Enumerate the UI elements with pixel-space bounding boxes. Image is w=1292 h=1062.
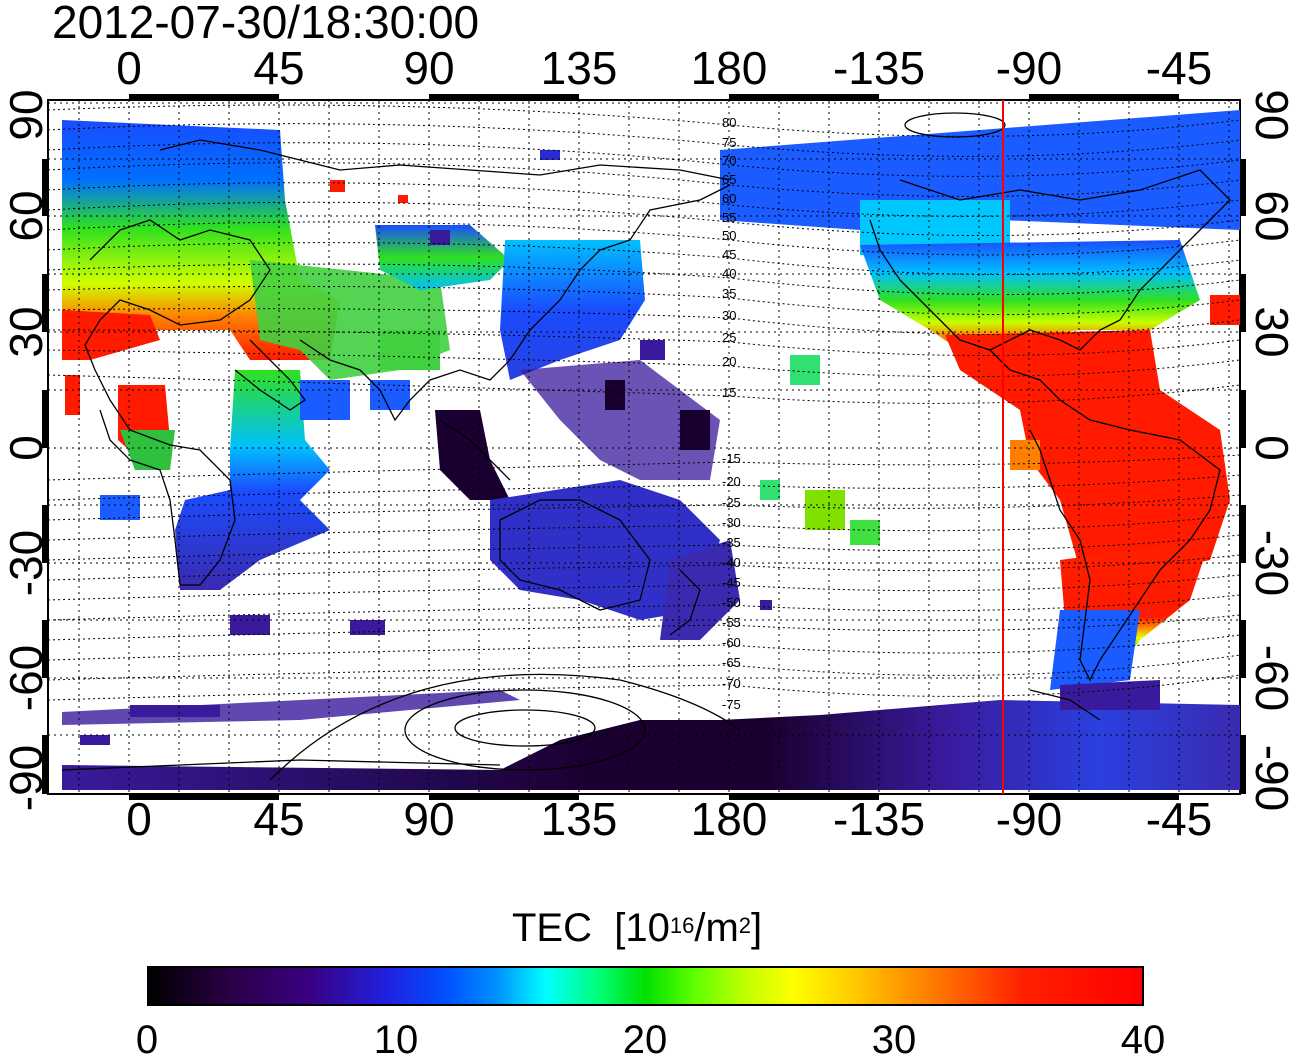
magnetic-latitude-label: -45 <box>722 575 741 590</box>
magnetic-latitude-label: -65 <box>722 655 741 670</box>
colorbar-tick: 10 <box>373 1018 419 1062</box>
top-tick: 45 <box>253 42 305 94</box>
top-tick: 90 <box>403 42 455 94</box>
colorbar-unit-mid: /m <box>694 906 739 950</box>
magnetic-latitude-label: -75 <box>722 697 741 712</box>
magnetic-latitude-label: -15 <box>722 451 741 466</box>
right-tick: 30 <box>1246 306 1292 358</box>
tec-patch-antarctic <box>62 700 1240 790</box>
magnetic-latitude-label: 55 <box>722 210 736 225</box>
top-tick: -135 <box>832 42 926 94</box>
left-tick: -60 <box>0 644 52 712</box>
colorbar <box>147 966 1144 1006</box>
magnetic-latitude-label: -35 <box>722 535 741 550</box>
magnetic-latitude-label: 15 <box>722 385 736 400</box>
coastlines <box>61 112 1231 781</box>
magnetic-latitude-label: -50 <box>722 595 741 610</box>
magnetic-latitude-label: -55 <box>722 615 741 630</box>
tec-patch-patagonia <box>1050 610 1140 690</box>
magnetic-latitude-label: 25 <box>722 330 736 345</box>
colorbar-title: TEC [1016/m2] <box>512 904 762 952</box>
bottom-tick: 45 <box>253 793 305 845</box>
magnetic-latitude-label: 20 <box>722 354 736 369</box>
magnetic-latitude-label: 80 <box>722 115 736 130</box>
tec-patch-camerica <box>945 330 1230 580</box>
left-tick: 90 <box>0 89 52 141</box>
magnetic-latitude-label: 65 <box>722 172 736 187</box>
magnetic-latitude-label: 60 <box>722 191 736 206</box>
colorbar-title-main: TEC <box>512 906 592 950</box>
tec-patch-westafrica2 <box>120 430 175 470</box>
magnetic-latitude-label: -30 <box>722 515 741 530</box>
tec-patch-australia <box>490 480 720 620</box>
left-tick: -90 <box>0 744 52 812</box>
tec-patch-eastasia <box>500 240 645 380</box>
timestamp-title: 2012-07-30/18:30:00 <box>52 0 480 48</box>
magnetic-latitude-label: 35 <box>722 286 736 301</box>
colorbar-tick: 40 <box>1120 1018 1166 1062</box>
magnetic-latitude-label: 75 <box>722 135 736 150</box>
axis-tick-bars <box>42 94 1246 800</box>
bottom-tick: -45 <box>1145 793 1213 845</box>
left-tick: -30 <box>0 529 52 597</box>
colorbar-tick: 20 <box>622 1018 668 1062</box>
bottom-tick: 90 <box>403 793 455 845</box>
magnetic-latitude-label: 45 <box>722 247 736 262</box>
top-tick: 180 <box>690 42 768 94</box>
bottom-tick: -135 <box>832 793 926 845</box>
graticule <box>48 100 1240 794</box>
right-tick: 60 <box>1246 190 1292 242</box>
left-tick: 60 <box>0 190 52 242</box>
tec-patch-indonesia <box>435 410 510 500</box>
colorbar-unit-exp2: 2 <box>738 913 752 938</box>
colorbar-tick: 30 <box>871 1018 917 1062</box>
right-tick: -60 <box>1246 644 1292 712</box>
magnetic-latitude-labels: 80 75 70 65 60 55 50 45 40 35 30 25 20 15 -15 -20 -25 -30… <box>722 115 741 712</box>
tec-patch-africa <box>175 370 330 590</box>
colorbar-unit-suffix: ] <box>751 906 763 950</box>
top-tick: -90 <box>995 42 1063 94</box>
top-tick: 135 <box>540 42 618 94</box>
top-tick: -45 <box>1145 42 1213 94</box>
right-tick: -30 <box>1246 529 1292 597</box>
magnetic-latitude-label: -40 <box>722 555 741 570</box>
bottom-tick: 180 <box>690 793 768 845</box>
magnetic-latitude-label: 50 <box>722 228 736 243</box>
colorbar-tick: 0 <box>135 1018 159 1062</box>
magnetic-latitude-label: 70 <box>722 153 736 168</box>
top-tick: 0 <box>116 42 142 94</box>
left-tick: 30 <box>0 306 52 358</box>
tec-patch-drake <box>1060 680 1160 710</box>
magnetic-latitude-label: -20 <box>722 474 741 489</box>
magnetic-latitude-label: -25 <box>722 495 741 510</box>
magnetic-latitude-label: -70 <box>722 676 741 691</box>
bottom-tick: 0 <box>126 793 152 845</box>
tec-patch-arctic-east <box>720 110 1240 240</box>
magnetic-latitude-label: 40 <box>722 266 736 281</box>
left-tick: 0 <box>0 435 52 461</box>
colorbar-unit-exp: 16 <box>669 913 695 938</box>
magnetic-latitude-label: 30 <box>722 308 736 323</box>
magnetic-latitude-contours <box>48 104 1240 701</box>
colorbar-unit-prefix: [10 <box>614 906 670 950</box>
bottom-tick: -90 <box>995 793 1063 845</box>
bottom-tick: 135 <box>540 793 618 845</box>
right-tick: -90 <box>1246 744 1292 812</box>
tec-data-layer <box>62 110 1240 790</box>
right-tick: 0 <box>1246 435 1292 461</box>
right-tick: 90 <box>1246 89 1292 141</box>
magnetic-latitude-label: -60 <box>722 635 741 650</box>
